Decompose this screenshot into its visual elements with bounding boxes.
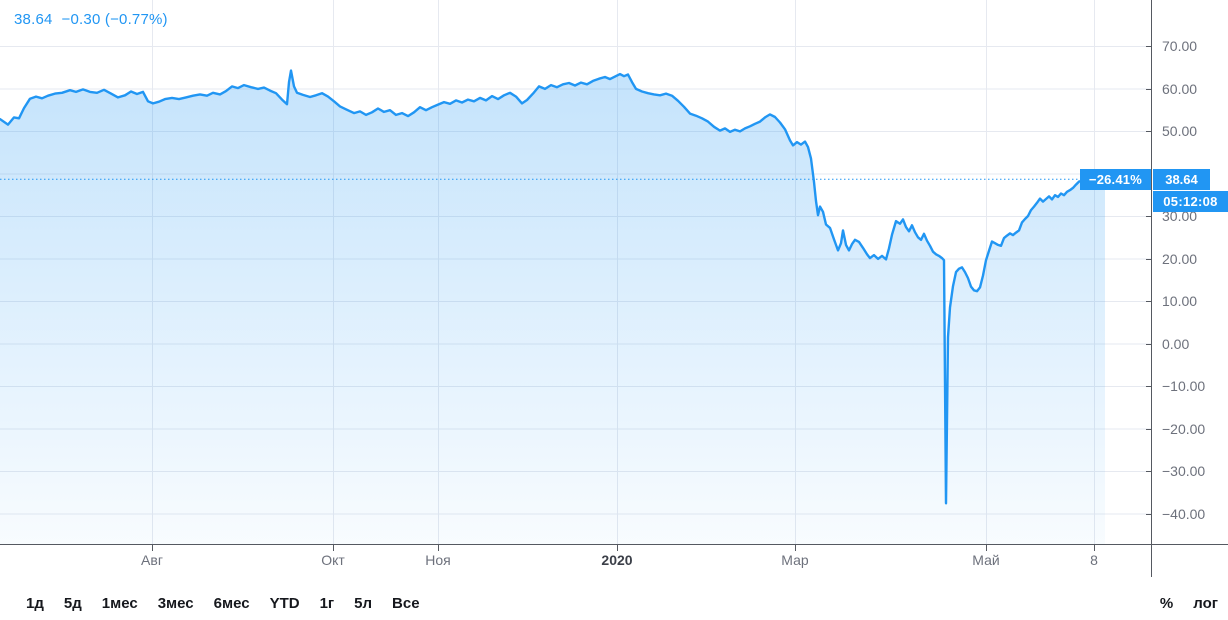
time-axis-tick (986, 545, 987, 551)
time-axis-tick (152, 545, 153, 551)
range-button-1г[interactable]: 1г (319, 594, 335, 612)
bar-countdown-label: 05:12:08 (1153, 190, 1228, 212)
price-axis-label: 10.00 (1162, 293, 1198, 309)
range-button-5л[interactable]: 5л (354, 594, 373, 612)
range-buttons: 1д 5д 1мес 3мес 6мес YTD 1г 5л Все (0, 595, 420, 612)
time-axis-label-2020: 2020 (601, 552, 633, 568)
price-axis-tick (1146, 301, 1152, 302)
price-axis-tick (1146, 513, 1152, 515)
price-chart-svg (0, 0, 1152, 544)
price-chart-pane[interactable]: 38.64 −0.30 (−0.77%) (0, 0, 1152, 544)
log-scale-button[interactable]: лог (1193, 594, 1218, 612)
price-axis-border (1151, 0, 1152, 577)
price-line (0, 69, 1107, 505)
range-button-3мес[interactable]: 3мес (157, 594, 194, 612)
price-axis-label: 60.00 (1162, 80, 1198, 97)
price-area-fill (0, 70, 1105, 544)
price-axis-tick (1146, 386, 1152, 387)
price-axis-label: 50.00 (1162, 123, 1198, 139)
time-axis-labels[interactable]: Авг Окт Ноя 2020 Мар Май 8 (0, 545, 1228, 577)
price-axis-tick (1146, 471, 1152, 472)
legend-change: −0.30 (−0.77%) (61, 11, 168, 28)
price-axis-label: −40.00 (1162, 505, 1206, 522)
price-axis-label: −20.00 (1162, 420, 1206, 437)
time-axis-label-Авг: Авг (141, 552, 163, 568)
chart-legend: 38.64 −0.30 (−0.77%) (14, 11, 168, 28)
percent-scale-button[interactable]: % (1159, 594, 1174, 612)
price-axis-label: −10.00 (1162, 378, 1206, 394)
legend-last-price: 38.64 (14, 11, 53, 28)
price-axis-tick (1146, 216, 1152, 217)
price-axis-tick (1146, 428, 1152, 430)
time-axis-border (0, 544, 1228, 545)
price-axis-tick (1146, 131, 1152, 132)
price-axis-label: 70.00 (1162, 38, 1198, 54)
time-axis-tick (333, 545, 334, 551)
range-button-6мес[interactable]: 6мес (213, 594, 250, 612)
price-axis-tick (1146, 46, 1152, 47)
price-axis-label: 0.00 (1162, 335, 1190, 352)
scale-toggles: % лог (1160, 595, 1228, 612)
time-axis-tick (795, 545, 796, 551)
time-axis-label-Мар: Мар (781, 552, 809, 568)
bottom-toolbar: 1д 5д 1мес 3мес 6мес YTD 1г 5л Все % лог (0, 588, 1228, 618)
price-axis-label: 30.00 (1162, 208, 1198, 224)
time-axis-label-8: 8 (1090, 552, 1098, 568)
price-axis-tick (1146, 88, 1152, 90)
range-button-Все[interactable]: Все (392, 594, 420, 612)
time-axis-tick (617, 545, 618, 551)
range-button-1мес[interactable]: 1мес (101, 594, 138, 612)
time-axis-label-Ноя: Ноя (425, 552, 451, 568)
time-axis-tick (1094, 545, 1095, 551)
time-axis-tick (438, 545, 439, 551)
price-axis[interactable]: 70.00 60.00 50.00 30.00 20.00 10.00 0.00 −10.00… (1146, 0, 1228, 544)
price-axis-label: 20.00 (1162, 250, 1198, 267)
price-axis-tick (1146, 343, 1152, 345)
range-button-1д[interactable]: 1д (26, 594, 44, 612)
range-button-YTD[interactable]: YTD (269, 594, 300, 612)
price-axis-tick (1146, 258, 1152, 260)
change-percent-label: −26.41% (1079, 168, 1151, 190)
price-axis-label: −30.00 (1162, 463, 1206, 479)
time-axis-label-Май: Май (972, 552, 1000, 568)
time-axis-label-Окт: Окт (321, 552, 345, 568)
range-button-5д[interactable]: 5д (63, 594, 82, 612)
last-price-label: 38.64 (1153, 168, 1210, 190)
